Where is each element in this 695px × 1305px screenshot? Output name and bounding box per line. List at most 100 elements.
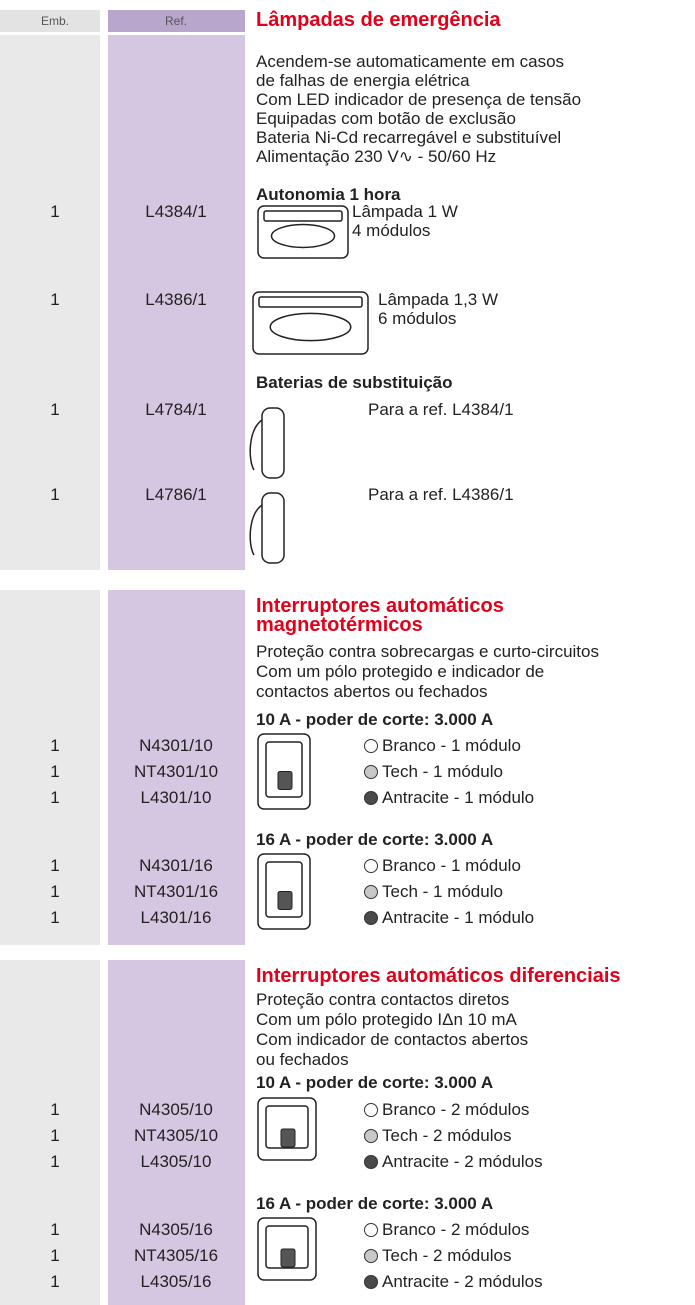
emb-value: 1: [50, 1126, 60, 1145]
item-text: Branco - 1 módulo: [382, 736, 521, 755]
color-dot: [364, 1275, 378, 1289]
reference: L4386/1: [145, 290, 207, 309]
item-text: 6 módulos: [378, 309, 457, 328]
emb-value: 1: [50, 882, 60, 901]
item-text: Branco - 2 módulos: [382, 1100, 530, 1119]
reference: L4301/16: [140, 908, 212, 927]
color-dot: [364, 1249, 378, 1263]
lamp-top: [263, 210, 343, 222]
switch-lever: [277, 891, 293, 910]
group-heading: 10 A - poder de corte: 3.000 A: [256, 710, 494, 729]
switch-lever: [280, 1248, 296, 1268]
color-dot: [364, 765, 378, 779]
emb-value: 1: [50, 788, 60, 807]
ref-header: Ref.: [164, 14, 188, 28]
item-text: Antracite - 1 módulo: [382, 908, 535, 927]
reference: L4301/10: [140, 788, 212, 807]
switch-body: [265, 1105, 309, 1149]
ref-column: [108, 590, 245, 945]
section-title: Interruptores automáticos: [256, 595, 504, 617]
color-dot: [364, 739, 378, 753]
emb-value: 1: [50, 762, 60, 781]
item-text: Branco - 1 módulo: [382, 856, 521, 875]
emb-header: Emb.: [40, 14, 70, 28]
emb-value: 1: [50, 1100, 60, 1119]
ref-header-cell: [108, 10, 245, 32]
item-text: Para a ref. L4386/1: [368, 485, 514, 504]
reference: L4305/10: [140, 1152, 212, 1171]
lamp-top: [258, 296, 363, 308]
color-dot: [364, 859, 378, 873]
emb-column: [0, 590, 100, 945]
reference: L4305/16: [140, 1272, 212, 1291]
battery-wire: [249, 504, 263, 556]
color-dot: [364, 1103, 378, 1117]
reference: N4301/10: [139, 736, 213, 755]
group-heading: Baterias de substituição: [256, 373, 453, 392]
description-line: Alimentação 230 V∿ - 50/60 Hz: [256, 147, 497, 166]
item-text: Tech - 1 módulo: [382, 762, 503, 781]
switch-body: [265, 861, 303, 918]
emb-value: 1: [50, 485, 60, 504]
color-dot: [364, 791, 378, 805]
item-text: Tech - 2 módulos: [382, 1126, 512, 1145]
group-heading: 10 A - poder de corte: 3.000 A: [256, 1073, 494, 1092]
ref-column: [108, 35, 245, 570]
item-text: 4 módulos: [352, 221, 431, 240]
item-text: Antracite - 2 módulos: [382, 1152, 543, 1171]
reference: N4305/16: [139, 1220, 213, 1239]
emb-value: 1: [50, 290, 60, 309]
section-title: magnetotérmicos: [256, 614, 423, 636]
description-line: de falhas de energia elétrica: [256, 71, 470, 90]
group-heading: 16 A - poder de corte: 3.000 A: [256, 830, 494, 849]
description-line: Acendem-se automaticamente em casos: [256, 52, 565, 71]
reference: L4784/1: [145, 400, 207, 419]
emb-value: 1: [50, 202, 60, 221]
color-dot: [364, 885, 378, 899]
item-text: Antracite - 2 módulos: [382, 1272, 543, 1291]
ref-column: [108, 960, 245, 1305]
emb-value: 1: [50, 1220, 60, 1239]
description-line: Equipadas com botão de exclusão: [256, 109, 516, 128]
emb-value: 1: [50, 1272, 60, 1291]
switch-body: [265, 741, 303, 798]
description-line: ou fechados: [256, 1050, 349, 1069]
item-text: Lâmpada 1 W: [352, 202, 458, 221]
description-line: Com um pólo protegido IΔn 10 mA: [256, 1010, 517, 1029]
lamp-lens: [269, 312, 352, 342]
item-text: Lâmpada 1,3 W: [378, 290, 499, 309]
item-text: Antracite - 1 módulo: [382, 788, 535, 807]
battery-illustration: [261, 407, 285, 479]
emb-value: 1: [50, 400, 60, 419]
reference: NT4301/10: [133, 762, 219, 781]
description-line: contactos abertos ou fechados: [256, 682, 488, 701]
emb-value: 1: [50, 1246, 60, 1265]
color-dot: [364, 1223, 378, 1237]
group-heading: Autonomia 1 hora: [256, 185, 401, 204]
item-text: Branco - 2 módulos: [382, 1220, 530, 1239]
color-dot: [364, 1129, 378, 1143]
reference: N4301/16: [139, 856, 213, 875]
item-text: Para a ref. L4384/1: [368, 400, 514, 419]
emb-column: [0, 35, 100, 570]
emb-value: 1: [50, 736, 60, 755]
emb-value: 1: [50, 856, 60, 875]
emb-header-cell: [0, 10, 100, 32]
color-dot: [364, 1155, 378, 1169]
emb-value: 1: [50, 908, 60, 927]
battery-wire: [249, 419, 263, 471]
item-text: Tech - 2 módulos: [382, 1246, 512, 1265]
section-title: Interruptores automáticos diferenciais: [256, 965, 621, 987]
switch-lever: [280, 1128, 296, 1148]
reference: L4384/1: [145, 202, 207, 221]
lamp-lens: [270, 223, 336, 249]
reference: L4786/1: [145, 485, 207, 504]
emb-column: [0, 960, 100, 1305]
color-dot: [364, 911, 378, 925]
group-heading: 16 A - poder de corte: 3.000 A: [256, 1194, 494, 1213]
reference: NT4305/10: [133, 1126, 219, 1145]
emb-value: 1: [50, 1152, 60, 1171]
